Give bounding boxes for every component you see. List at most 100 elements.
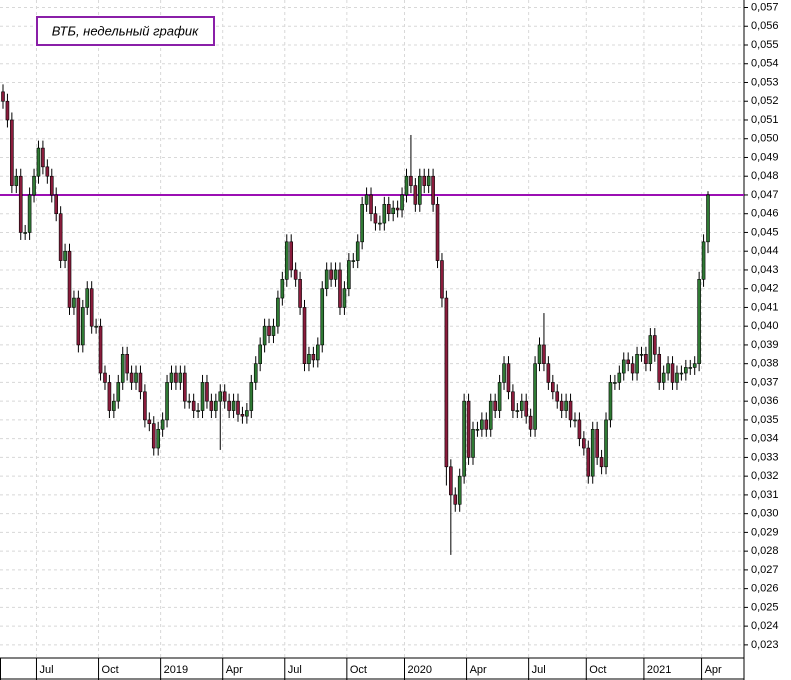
y-tick-label: 0,047 [751,189,779,201]
y-tick-label: 0,026 [751,583,779,595]
candle-body [626,359,630,364]
candle-body [466,400,471,458]
candle-body [648,335,653,364]
candle-body [103,372,107,383]
candle-body [10,119,14,186]
candle-body [125,354,129,374]
candle-body [599,457,604,468]
candle-body [417,175,422,205]
y-tick-label: 0,030 [751,508,779,520]
candle-body [1,91,5,102]
candle-body [497,382,502,411]
candle-body [524,400,529,417]
candle-body [27,194,32,233]
y-tick-label: 0,040 [751,320,779,332]
candle-body [307,354,311,364]
x-tick-label: 2020 [407,664,431,676]
candle-body [156,428,160,449]
candle-body [94,325,98,328]
candle-body [488,400,493,430]
candle-body [519,400,524,411]
candle-body [435,204,440,261]
candle-body [76,297,81,346]
candle-body [41,147,45,168]
candle-body [32,175,36,196]
candle-body [14,175,19,186]
candle-body [218,391,223,402]
candle-body [528,415,533,430]
candle-body [293,269,298,280]
candle-body [551,382,555,393]
x-tick-label: Jul [288,664,302,676]
candle-body [573,419,577,422]
y-tick-label: 0,023 [751,639,779,651]
candle-body [595,428,599,458]
y-tick-label: 0,028 [751,545,779,557]
y-tick-label: 0,024 [751,620,779,632]
candle-body [582,438,586,449]
candle-body [360,204,364,243]
candle-body [564,400,568,411]
candle-body [89,288,94,327]
y-tick-label: 0,048 [751,170,779,182]
candle-body [262,325,267,346]
candle-body [568,400,573,421]
candle-body [311,354,316,361]
x-tick-label: Apr [470,664,487,676]
candle-body [196,410,200,412]
y-tick-label: 0,052 [751,95,779,107]
candle-body [112,400,116,411]
candle-body [138,372,143,393]
candle-body [289,241,294,271]
candle-body [302,307,307,364]
y-tick-label: 0,042 [751,283,779,295]
candle-body [276,297,280,327]
candle-body [351,260,356,262]
candle-body [484,419,489,430]
candle-body [475,428,480,431]
candle-body [236,400,240,415]
candle-body [36,147,41,177]
candle-body [49,175,54,196]
candle-body [511,391,515,411]
candle-body [404,175,409,196]
candle-body [347,260,351,289]
y-tick-label: 0,029 [751,526,779,538]
x-tick-label: Oct [102,664,119,676]
candle-body [471,428,475,458]
y-tick-label: 0,051 [751,114,779,126]
candle-body [555,391,560,402]
candle-body [174,372,178,383]
y-tick-label: 0,054 [751,58,779,70]
candle-body [191,400,196,411]
candle-body [267,325,271,336]
candle-body [369,194,373,215]
candle-body [670,363,675,383]
candle-body [666,363,670,374]
candle-body [382,204,387,224]
candle-body [506,363,511,393]
candle-body [316,344,320,361]
candle-body [253,363,258,383]
candle-body [684,367,688,374]
y-tick-label: 0,025 [751,601,779,613]
candle-body [546,363,551,383]
candle-body [85,288,90,308]
candle-body [151,423,156,449]
y-tick-label: 0,035 [751,414,779,426]
candle-body [72,297,76,308]
candle-body [227,400,231,411]
candle-body [644,354,648,364]
candle-body [342,288,347,308]
candle-body [692,363,697,368]
candle-body [657,354,662,383]
candle-body [58,213,63,261]
candle-body [426,175,431,186]
y-tick-label: 0,056 [751,20,779,32]
y-tick-label: 0,033 [751,451,779,463]
candle-body [200,382,205,411]
candle-body [129,372,134,383]
